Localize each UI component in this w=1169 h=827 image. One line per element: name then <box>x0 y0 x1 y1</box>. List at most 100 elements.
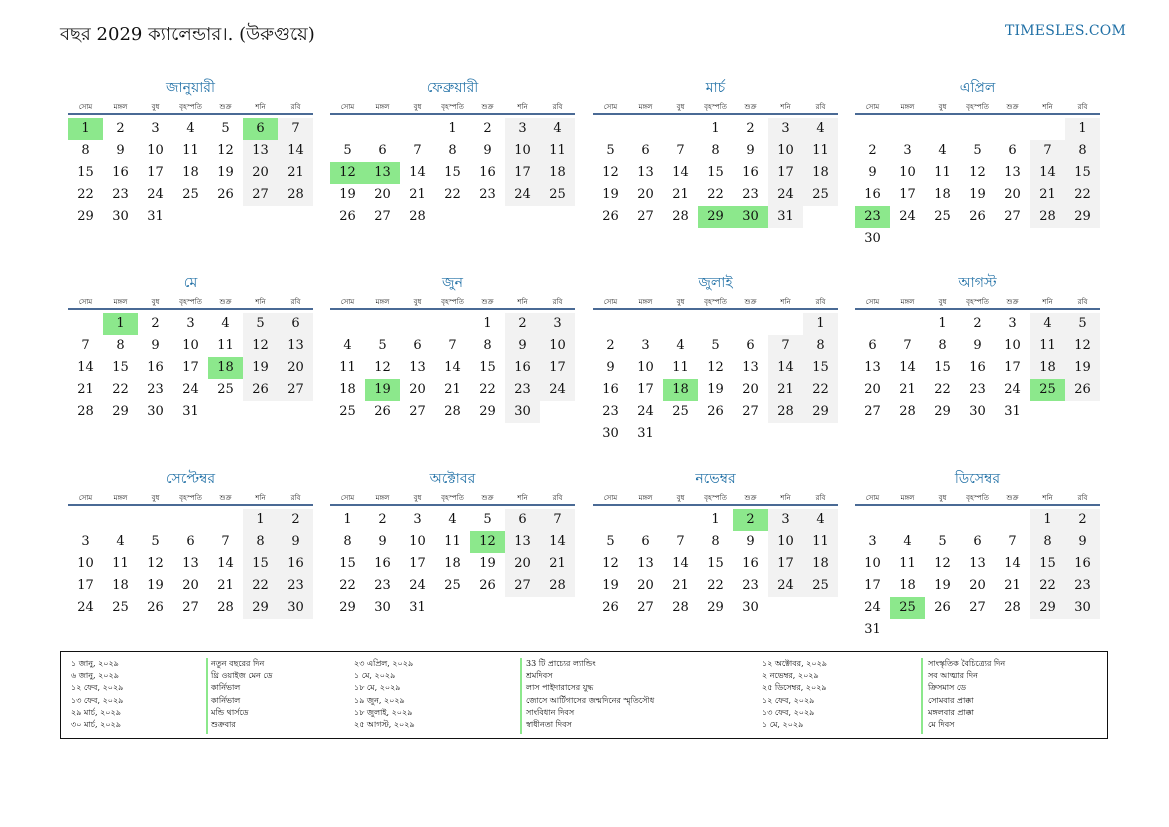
day-cell: 7 <box>768 335 803 357</box>
day-cell: 30 <box>969 404 986 419</box>
day-cell: 9 <box>868 165 877 180</box>
day-cell: 19 <box>602 187 619 202</box>
legend-date: ২৫ ডিসেম্বর, ২০২৯ <box>762 683 827 693</box>
day-cell: 15 <box>1030 553 1065 575</box>
legend-holiday-name: কার্নিভাল <box>211 695 241 705</box>
day-cell: 6 <box>641 143 650 158</box>
day-cell: 23 <box>374 578 391 593</box>
day-cell: 27 <box>505 575 540 597</box>
weekday-header: সোম <box>340 494 355 502</box>
day-cell: 25 <box>339 404 356 419</box>
day-cell: 27 <box>374 209 391 224</box>
day-cell: 3 <box>81 534 90 549</box>
holiday-day-cell: 1 <box>68 118 103 140</box>
day-cell: 17 <box>864 578 881 593</box>
day-cell: 8 <box>343 534 352 549</box>
header-divider <box>68 504 313 506</box>
site-logo-link[interactable]: TIMESLES.COM <box>1005 23 1126 39</box>
day-cell: 8 <box>448 143 457 158</box>
day-cell: 16 <box>505 357 540 379</box>
day-cell: 13 <box>243 140 278 162</box>
weekday-header: সোম <box>865 494 880 502</box>
day-cell: 27 <box>243 184 278 206</box>
day-cell: 10 <box>768 531 803 553</box>
day-cell: 11 <box>803 140 838 162</box>
header-divider <box>593 308 838 310</box>
day-cell: 24 <box>540 379 575 401</box>
day-cell: 27 <box>1004 209 1021 224</box>
weekday-header: বুধ <box>151 103 160 111</box>
header-divider <box>593 504 838 506</box>
weekday-header: শুক্র <box>1006 103 1019 111</box>
day-cell: 23 <box>742 578 759 593</box>
weekday-header: বৃহস্পতি <box>179 103 202 111</box>
weekday-header: রবি <box>815 298 826 306</box>
day-cell: 29 <box>339 600 356 615</box>
day-cell: 16 <box>479 165 496 180</box>
legend-holiday-name: স্বাধীনতা দিবস <box>526 719 572 729</box>
day-cell: 13 <box>742 360 759 375</box>
day-cell: 16 <box>147 360 164 375</box>
day-cell: 24 <box>147 187 164 202</box>
header-divider <box>855 308 1100 310</box>
day-cell: 19 <box>147 578 164 593</box>
weekday-header: মঙ্গল <box>113 103 128 111</box>
day-cell: 1 <box>1030 509 1065 531</box>
legend-date: ১৮ জুলাই, ২০২৯ <box>354 707 413 717</box>
day-cell: 13 <box>1004 165 1021 180</box>
day-cell: 13 <box>637 556 654 571</box>
legend-date: ২৩ এপ্রিল, ২০২৯ <box>354 659 414 668</box>
weekday-header: রবি <box>290 298 301 306</box>
weekday-header: রবি <box>552 298 563 306</box>
month-name: জুন <box>442 275 463 291</box>
legend-date: ১৩ ফেব, ২০২৯ <box>762 707 815 717</box>
day-cell: 12 <box>602 165 619 180</box>
weekday-header: শনি <box>780 494 791 502</box>
day-cell: 31 <box>182 404 199 419</box>
day-cell: 5 <box>1065 313 1100 335</box>
day-cell: 29 <box>112 404 129 419</box>
legend-names-col-1: নতুন বছরের দিন থ্রি ওয়াইজ মেন ডে কার্নি… <box>211 658 272 731</box>
weekday-header: শনি <box>255 298 266 306</box>
day-cell: 30 <box>374 600 391 615</box>
weekday-header: শনি <box>517 103 528 111</box>
day-cell: 11 <box>112 556 129 571</box>
day-cell: 1 <box>803 313 838 335</box>
day-cell: 2 <box>973 316 982 331</box>
day-cell: 10 <box>77 556 94 571</box>
day-cell: 15 <box>803 357 838 379</box>
weekday-header: বুধ <box>413 103 422 111</box>
day-cell: 19 <box>1065 357 1100 379</box>
day-cell: 5 <box>711 338 720 353</box>
day-cell: 22 <box>803 379 838 401</box>
legend-holiday-name: শুক্রবার <box>211 719 236 729</box>
legend-date: ১৮ মে, ২০২৯ <box>354 683 401 693</box>
weekday-header: মঙ্গল <box>113 494 128 502</box>
day-cell: 6 <box>1008 143 1017 158</box>
day-cell: 26 <box>934 600 951 615</box>
day-cell: 11 <box>803 531 838 553</box>
day-cell: 20 <box>637 578 654 593</box>
day-cell: 28 <box>672 209 689 224</box>
legend-date: ২ নভেম্বর, ২০২৯ <box>762 671 819 681</box>
weekday-header: মঙ্গল <box>375 298 390 306</box>
day-cell: 17 <box>147 165 164 180</box>
day-cell: 3 <box>413 512 422 527</box>
holiday-day-cell: 23 <box>855 206 890 228</box>
day-cell: 15 <box>707 556 724 571</box>
day-cell: 3 <box>768 118 803 140</box>
weekday-header: শুক্র <box>219 298 232 306</box>
day-cell: 3 <box>768 509 803 531</box>
day-cell: 22 <box>707 187 724 202</box>
day-cell: 12 <box>1065 335 1100 357</box>
day-cell: 30 <box>1065 597 1100 619</box>
legend-date: ১ মে, ২০২৯ <box>762 719 804 729</box>
legend-date: ৬ জানু, ২০২৯ <box>71 671 119 681</box>
holiday-day-cell: 12 <box>470 531 505 553</box>
day-cell: 10 <box>505 140 540 162</box>
weekday-header: সোম <box>865 298 880 306</box>
day-cell: 26 <box>243 379 278 401</box>
legend-holiday-marker <box>206 658 208 734</box>
weekday-header: রবি <box>552 494 563 502</box>
legend-holiday-name: কার্নিভাল <box>211 683 241 693</box>
